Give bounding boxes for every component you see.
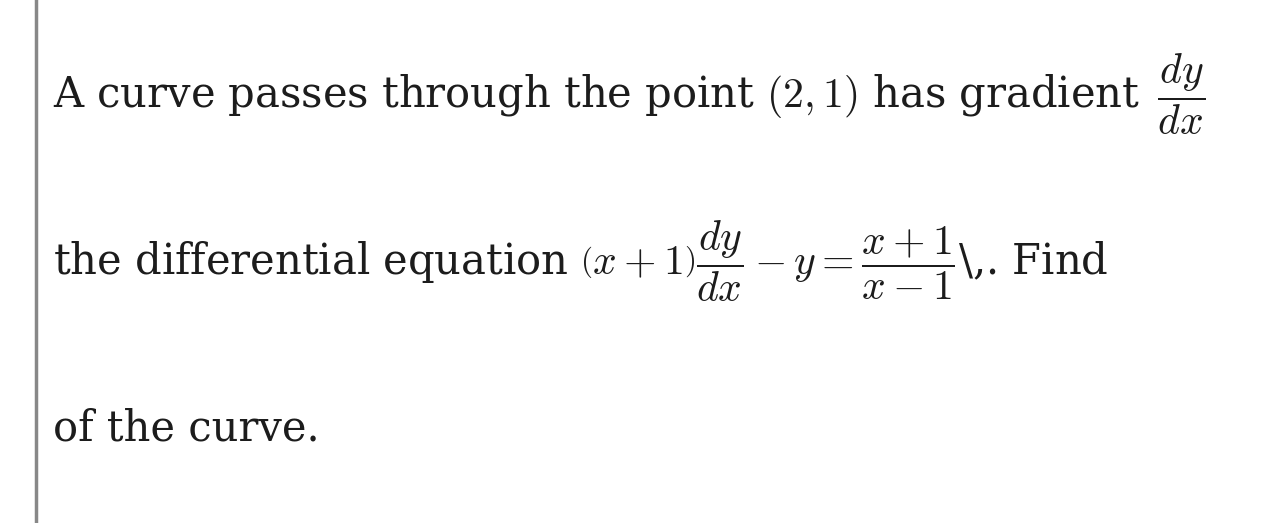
- Text: of the curve.: of the curve.: [53, 408, 321, 450]
- Text: the differential equation $\left(x+1\right)\dfrac{dy}{dx}-y=\dfrac{x+1}{x-1}$\,.: the differential equation $\left(x+1\rig…: [53, 219, 1109, 304]
- Text: A curve passes through the point $(2,1)$ has gradient $\,\dfrac{dy}{dx}$: A curve passes through the point $(2,1)$…: [53, 52, 1206, 137]
